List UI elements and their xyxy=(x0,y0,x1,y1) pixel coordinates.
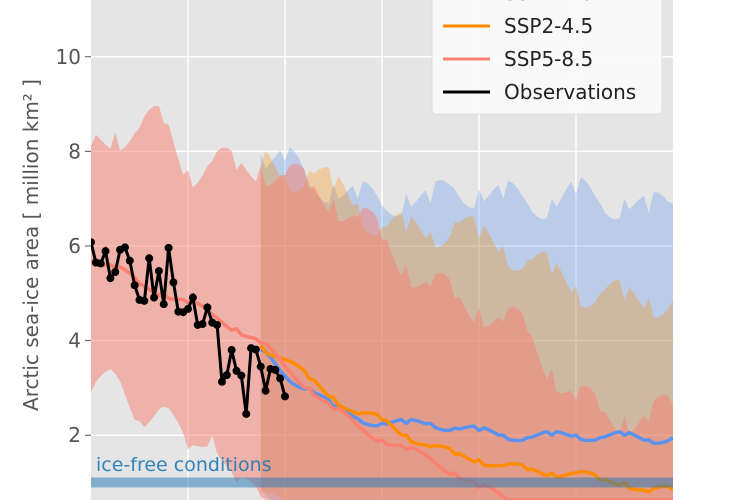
legend: SSP1-2.6 SSP2-4.5 SSP5-8.5 Observations xyxy=(431,0,663,115)
ice-free-threshold: ice-free conditions xyxy=(91,454,673,488)
observation-point xyxy=(164,243,173,252)
observation-point xyxy=(159,300,168,309)
y-tick-label: 6 xyxy=(68,234,81,258)
observation-point xyxy=(281,392,289,401)
legend-label: SSP1-2.6 xyxy=(504,0,593,5)
observation-point xyxy=(276,374,285,383)
line-ssp5-8.5 xyxy=(91,258,673,500)
observation-point xyxy=(184,304,192,313)
observation-point xyxy=(106,274,115,283)
observation-point xyxy=(96,259,105,268)
observation-point xyxy=(154,267,163,276)
observation-point xyxy=(111,267,120,276)
legend-box xyxy=(431,0,663,115)
y-tick-label: 10 xyxy=(56,45,81,69)
observation-point xyxy=(150,293,159,302)
observation-point xyxy=(140,296,149,305)
observation-point xyxy=(130,281,139,290)
observation-point xyxy=(198,320,207,329)
observation-point xyxy=(91,238,95,247)
observation-point xyxy=(271,365,280,374)
y-tick-label: 8 xyxy=(68,139,81,163)
observation-point xyxy=(256,362,265,371)
legend-label: SSP2-4.5 xyxy=(504,14,593,38)
y-axis-ticks: 2 4 6 8 10 xyxy=(56,45,91,447)
observations xyxy=(91,238,289,418)
line-ssp1-2.6 xyxy=(260,348,673,445)
observation-point xyxy=(203,303,212,312)
legend-label: SSP5-8.5 xyxy=(504,47,593,71)
ice-free-bar xyxy=(91,477,673,488)
observation-point xyxy=(213,320,222,329)
observation-point xyxy=(222,371,231,380)
y-axis-label: Arctic sea-ice area [ million km² ] xyxy=(19,79,43,411)
observation-point xyxy=(125,256,134,265)
legend-label: Observations xyxy=(504,80,636,104)
observation-point xyxy=(101,247,110,256)
observation-point xyxy=(188,293,197,302)
observation-point xyxy=(120,243,129,252)
y-tick-label: 2 xyxy=(68,423,81,447)
observation-point xyxy=(242,409,251,418)
observation-point xyxy=(145,254,154,263)
observation-point xyxy=(217,377,226,386)
observation-point xyxy=(169,278,178,287)
observation-point xyxy=(227,346,236,355)
ice-free-label: ice-free conditions xyxy=(96,454,272,476)
observation-point xyxy=(237,371,246,380)
y-tick-label: 4 xyxy=(68,329,81,353)
observation-point xyxy=(251,345,260,354)
observation-point xyxy=(261,386,270,395)
band-ssp5-8.5 xyxy=(91,105,673,500)
